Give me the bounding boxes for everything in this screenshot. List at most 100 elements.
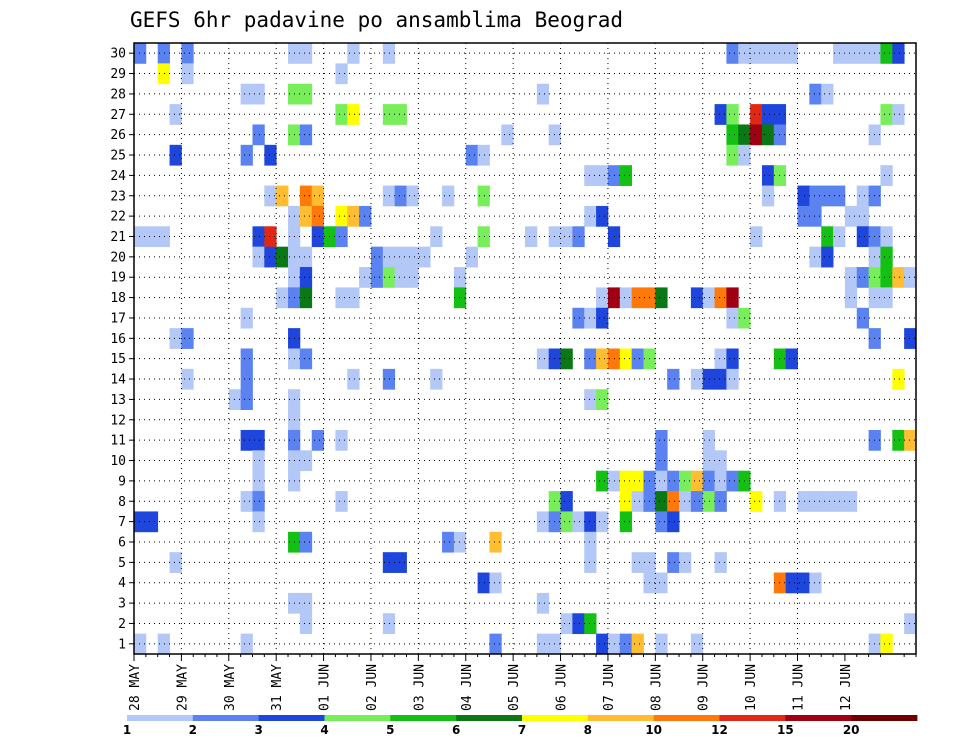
heatmap-cell xyxy=(880,226,893,248)
x-tick-label: 31 MAY xyxy=(270,664,285,711)
x-tick-label: 01 JUN xyxy=(318,664,333,711)
heatmap-cell xyxy=(880,43,893,64)
heatmap-cell xyxy=(536,348,550,370)
heatmap-cell xyxy=(596,287,609,309)
heatmap-cell xyxy=(382,104,396,125)
heatmap-cell xyxy=(584,531,597,553)
heatmap-cell xyxy=(276,246,289,268)
heatmap-cell xyxy=(252,470,265,492)
x-tick-label: 30 MAY xyxy=(223,664,238,711)
heatmap-cell xyxy=(299,592,313,614)
heatmap-cell xyxy=(560,491,573,512)
heatmap-cell xyxy=(382,246,396,268)
heatmap-cell xyxy=(240,368,253,390)
heatmap-cell xyxy=(596,511,609,533)
heatmap-cell xyxy=(169,104,182,125)
heatmap-cell xyxy=(761,104,775,125)
heatmap-cell xyxy=(252,450,265,472)
heatmap-cell xyxy=(299,83,313,105)
colorbar-swatch xyxy=(324,715,391,721)
y-tick-label: 10 xyxy=(110,454,126,469)
heatmap-cell xyxy=(299,613,313,635)
heatmap-cell xyxy=(157,226,170,248)
heatmap-cell xyxy=(596,307,609,329)
heatmap-cell xyxy=(809,205,822,227)
heatmap-cell xyxy=(430,368,443,390)
heatmap-cell xyxy=(631,491,644,512)
heatmap-cell xyxy=(619,470,633,492)
heatmap-cell xyxy=(761,43,775,64)
heatmap-cell xyxy=(655,572,668,594)
heatmap-cell xyxy=(453,287,467,309)
heatmap-cell xyxy=(714,491,727,512)
heatmap-cell xyxy=(761,124,775,146)
y-tick-label: 30 xyxy=(110,47,126,62)
heatmap-cell xyxy=(619,633,633,655)
heatmap-cell xyxy=(797,572,810,594)
colorbar-swatch xyxy=(785,715,852,721)
colorbar-label: 4 xyxy=(320,723,328,737)
heatmap-cell xyxy=(299,287,313,309)
heatmap-cell xyxy=(702,450,715,472)
heatmap-cell xyxy=(134,43,147,64)
heatmap-cell xyxy=(714,470,727,492)
heatmap-cell xyxy=(560,226,573,248)
heatmap-cell xyxy=(240,307,253,329)
y-tick-label: 27 xyxy=(110,108,126,123)
heatmap-cell xyxy=(619,348,633,370)
heatmap-cell xyxy=(714,450,727,472)
heatmap-cell xyxy=(240,633,253,655)
heatmap-cell xyxy=(655,470,668,492)
heatmap-cell xyxy=(702,368,715,390)
colorbar-label: 7 xyxy=(518,723,526,737)
colorbar-label: 2 xyxy=(189,723,197,737)
heatmap-cell xyxy=(631,470,644,492)
heatmap-cell xyxy=(382,368,396,390)
colorbar-label: 8 xyxy=(584,723,592,737)
heatmap-cell xyxy=(181,328,194,349)
colorbar-swatch xyxy=(456,715,523,721)
y-tick-label: 13 xyxy=(110,393,126,408)
heatmap-cell xyxy=(856,185,870,207)
heatmap-cell xyxy=(667,368,680,390)
colorbar-label: 1 xyxy=(123,723,131,737)
heatmap-cell xyxy=(821,246,834,268)
heatmap-cell xyxy=(299,124,313,146)
heatmap-cell xyxy=(264,144,277,166)
heatmap-cell xyxy=(714,287,727,309)
heatmap-cell xyxy=(252,246,265,268)
heatmap-cell xyxy=(276,287,289,309)
heatmap-cell xyxy=(394,267,407,288)
heatmap-cell xyxy=(477,185,490,207)
y-tick-label: 25 xyxy=(110,149,126,164)
heatmap-cell xyxy=(856,307,870,329)
heatmap-cell xyxy=(489,633,502,655)
y-tick-label: 1 xyxy=(118,637,126,652)
y-tick-label: 16 xyxy=(110,332,126,347)
colorbar-label: 20 xyxy=(843,723,860,737)
colorbar-swatch xyxy=(851,715,918,721)
x-tick-label: 29 MAY xyxy=(175,664,190,711)
heatmap-cell xyxy=(584,389,597,410)
y-tick-label: 18 xyxy=(110,291,126,306)
heatmap-cell xyxy=(169,328,182,349)
heatmap-cell xyxy=(726,104,739,125)
heatmap-cell xyxy=(809,491,822,512)
heatmap-cell xyxy=(596,470,609,492)
heatmap-cell xyxy=(157,43,170,64)
heatmap-cell xyxy=(477,572,490,594)
heatmap-cell xyxy=(631,348,644,370)
heatmap-cell xyxy=(667,511,680,533)
heatmap-cell xyxy=(726,348,739,370)
heatmap-cell xyxy=(655,491,668,512)
heatmap-cell xyxy=(821,83,834,105)
grid-lines xyxy=(134,43,916,654)
heatmap-cell xyxy=(679,491,692,512)
heatmap-cell xyxy=(904,267,917,288)
heatmap-cell xyxy=(584,348,597,370)
colorbar-swatch xyxy=(653,715,720,721)
heatmap-cell xyxy=(667,491,680,512)
heatmap-cell xyxy=(134,226,147,248)
colorbar-label: 3 xyxy=(254,723,262,737)
heatmap-cell xyxy=(809,246,822,268)
